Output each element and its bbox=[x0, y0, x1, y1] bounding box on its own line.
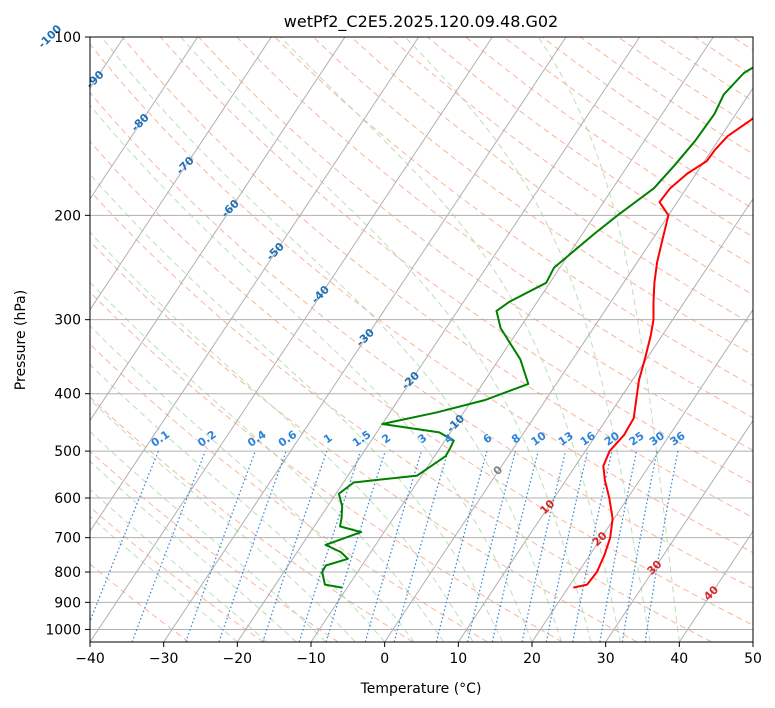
isotherm bbox=[678, 530, 753, 642]
y-axis-title: Pressure (hPa) bbox=[13, 290, 29, 390]
mixing-ratio-line bbox=[435, 450, 488, 642]
moist-adiabat bbox=[90, 173, 503, 642]
plot-background-lines bbox=[90, 37, 775, 642]
mixing-ratio-line bbox=[393, 450, 449, 642]
isotherm bbox=[90, 37, 493, 642]
isotherm bbox=[90, 37, 420, 533]
x-tick-label: 20 bbox=[523, 651, 541, 667]
moist-adiabat bbox=[90, 363, 386, 642]
y-tick-label: 600 bbox=[54, 491, 81, 507]
y-tick-label: 100 bbox=[54, 30, 81, 46]
mixing-ratio-line bbox=[90, 450, 160, 623]
x-tick-label: −30 bbox=[149, 651, 179, 667]
dry-adiabat bbox=[90, 240, 638, 642]
dry-adiabat bbox=[771, 37, 775, 642]
dry-adiabat bbox=[90, 190, 712, 642]
moist-adiabat bbox=[280, 37, 621, 642]
x-tick-label: 10 bbox=[449, 651, 467, 667]
dry-adiabat bbox=[90, 291, 563, 642]
mixing-ratio-line bbox=[298, 450, 362, 642]
isotherm bbox=[310, 37, 714, 642]
moist-adiabat bbox=[537, 37, 680, 642]
x-tick-label: 40 bbox=[670, 651, 688, 667]
isotherm bbox=[384, 87, 753, 642]
dry-adiabat bbox=[90, 343, 488, 642]
dry-adiabat bbox=[160, 37, 753, 485]
y-tick-label: 500 bbox=[54, 444, 81, 460]
mixing-ratio-line bbox=[364, 450, 423, 642]
moist-adiabat bbox=[90, 460, 297, 642]
dry-adiabat bbox=[90, 140, 753, 626]
chart-title: wetPf2_C2E5.2025.120.09.48.G02 bbox=[284, 12, 558, 32]
isotherm bbox=[90, 37, 346, 422]
x-tick-label: 0 bbox=[380, 651, 389, 667]
y-tick-label: 300 bbox=[54, 313, 81, 329]
dry-adiabat bbox=[198, 37, 753, 451]
moist-adiabat bbox=[90, 515, 238, 642]
dry-adiabat bbox=[121, 37, 753, 519]
x-axis-title: Temperature (°C) bbox=[360, 681, 482, 697]
isotherm bbox=[605, 419, 753, 642]
isotherm bbox=[163, 37, 567, 642]
moist-adiabat bbox=[101, 37, 562, 642]
y-tick-label: 700 bbox=[54, 531, 81, 547]
mixing-ratio-line bbox=[545, 450, 589, 642]
moist-adiabat bbox=[90, 104, 533, 642]
mixing-ratio-line bbox=[262, 450, 328, 642]
moist-adiabat bbox=[180, 37, 592, 642]
mixing-ratio-line bbox=[131, 450, 206, 642]
mixing-ratio-line bbox=[466, 450, 517, 642]
dewpoint-line bbox=[321, 66, 753, 589]
y-tick-label: 400 bbox=[54, 387, 81, 403]
isotherm bbox=[236, 37, 641, 642]
isotherm bbox=[457, 197, 753, 642]
axes: −40 −30 −20 −10 0 10 20 30 40 50 100 200 300 400 500 60… bbox=[45, 30, 762, 667]
mixing-ratio-line bbox=[491, 450, 539, 642]
isotherm bbox=[90, 37, 199, 200]
y-tick-label: 900 bbox=[54, 595, 81, 611]
temperature-line bbox=[573, 117, 753, 589]
dry-adiabat bbox=[274, 37, 753, 387]
y-tick-label: 200 bbox=[54, 208, 81, 224]
mixing-ratio-line bbox=[218, 450, 287, 642]
x-tick-label: −40 bbox=[75, 651, 105, 667]
dry-adiabat bbox=[236, 37, 753, 419]
x-tick-label: 50 bbox=[744, 651, 762, 667]
data-series bbox=[321, 66, 753, 589]
isotherm bbox=[752, 641, 753, 642]
x-tick-label: 30 bbox=[597, 651, 615, 667]
moist-adiabat bbox=[90, 231, 474, 642]
mixing-ratio-line bbox=[521, 450, 567, 642]
plot-frame bbox=[89, 36, 754, 643]
dry-adiabat bbox=[389, 37, 753, 296]
moist-adiabat bbox=[90, 430, 327, 642]
isotherm bbox=[90, 37, 272, 311]
mixing-ratio-line bbox=[325, 450, 386, 642]
y-tick-label: 1000 bbox=[45, 622, 81, 638]
x-tick-label: −10 bbox=[296, 651, 326, 667]
isotherm bbox=[531, 308, 753, 642]
dry-adiabat bbox=[90, 506, 264, 642]
y-tick-label: 800 bbox=[54, 565, 81, 581]
moist-adiabat bbox=[404, 37, 651, 642]
x-tick-label: −20 bbox=[223, 651, 253, 667]
moist-adiabat bbox=[90, 488, 268, 642]
moist-adiabat bbox=[90, 281, 445, 642]
mixing-ratio-line bbox=[185, 450, 256, 642]
